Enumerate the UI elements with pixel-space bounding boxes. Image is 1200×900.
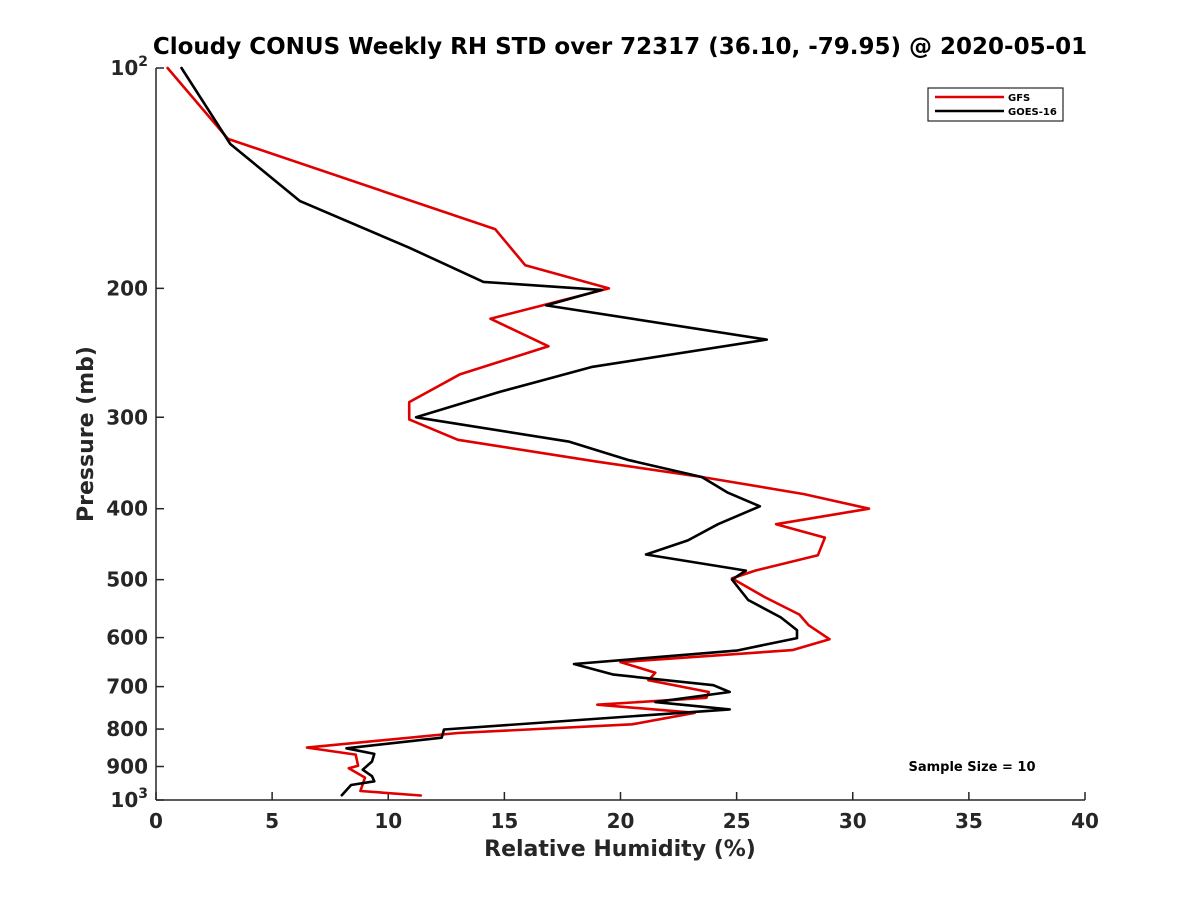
legend-label-gfs: GFS — [1008, 93, 1030, 104]
x-axis-label: Relative Humidity (%) — [484, 837, 756, 862]
x-tick-label: 25 — [723, 809, 751, 833]
y-tick-label: 400 — [106, 497, 148, 521]
x-tick-label: 10 — [374, 809, 402, 833]
y-tick-label-decade: 103 — [110, 786, 148, 812]
x-ticks: 0 5 10 15 20 25 30 35 40 — [149, 792, 1099, 833]
x-tick-label: 0 — [149, 809, 163, 833]
y-ticks: 200 300 400 500 600 700 800 900 102 103 — [106, 54, 164, 812]
y-tick-label: 300 — [106, 405, 148, 429]
series-line-gfs — [166, 66, 871, 797]
y-tick-label: 600 — [106, 626, 148, 650]
x-tick-label: 30 — [839, 809, 867, 833]
y-tick-label: 200 — [106, 276, 148, 300]
x-tick-label: 20 — [607, 809, 635, 833]
series-lines — [166, 66, 871, 797]
x-tick-label: 35 — [955, 809, 983, 833]
legend-box — [927, 87, 1064, 122]
y-tick-label: 700 — [106, 675, 148, 699]
y-tick-label: 500 — [106, 568, 148, 592]
x-tick-label: 40 — [1071, 809, 1099, 833]
x-tick-label: 15 — [490, 809, 518, 833]
y-tick-label: 800 — [106, 717, 148, 741]
legend: GFS GOES-16 — [927, 87, 1064, 122]
chart-title: Cloudy CONUS Weekly RH STD over 72317 (3… — [153, 34, 1087, 60]
y-axis-label: Pressure (mb) — [74, 346, 99, 522]
y-tick-label: 900 — [106, 755, 148, 779]
y-tick-label-decade: 102 — [110, 54, 148, 80]
legend-label-goes16: GOES-16 — [1008, 107, 1057, 118]
x-tick-label: 5 — [265, 809, 279, 833]
series-line-goes16 — [180, 66, 799, 797]
sample-size-annotation: Sample Size = 10 — [908, 760, 1035, 775]
